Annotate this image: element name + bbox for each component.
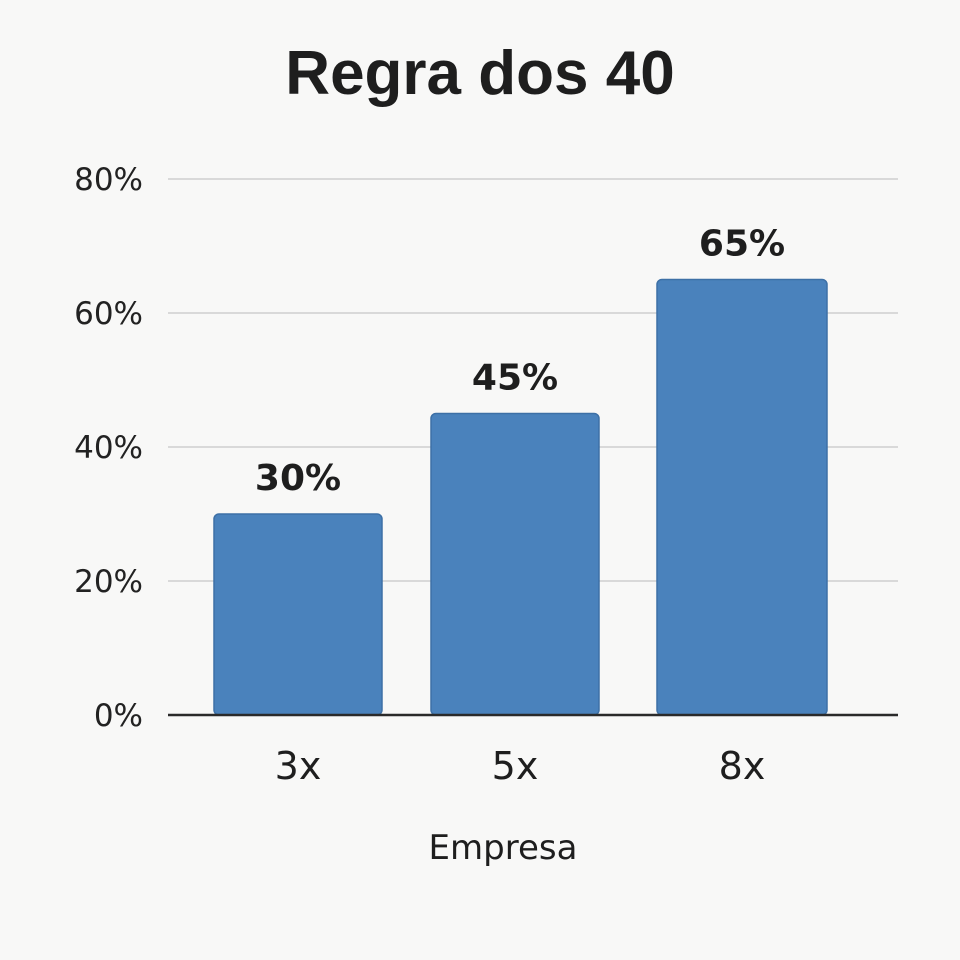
data-label: 65% xyxy=(699,224,785,265)
y-tick-label: 80% xyxy=(74,162,143,198)
x-tick-label: 8x xyxy=(719,744,766,788)
bars xyxy=(213,278,828,716)
bar-3x xyxy=(213,513,383,716)
x-axis-title: Empresa xyxy=(429,828,578,868)
y-tick-label: 60% xyxy=(74,296,143,332)
data-label: 30% xyxy=(255,458,341,499)
data-label: 45% xyxy=(472,358,558,399)
x-tick-label: 3x xyxy=(275,744,322,788)
data-labels: 30% 45% 65% xyxy=(255,224,785,500)
y-axis-ticks: 0% 20% 40% 60% 80% xyxy=(74,162,143,734)
bar-5x xyxy=(430,412,600,716)
y-tick-label: 40% xyxy=(74,430,143,466)
bar-8x xyxy=(656,278,828,716)
chart-title: Regra dos 40 xyxy=(285,39,674,108)
y-tick-label: 20% xyxy=(74,564,143,600)
x-axis-ticks: 3x 5x 8x xyxy=(275,744,766,788)
x-tick-label: 5x xyxy=(492,744,539,788)
y-tick-label: 0% xyxy=(94,698,143,734)
